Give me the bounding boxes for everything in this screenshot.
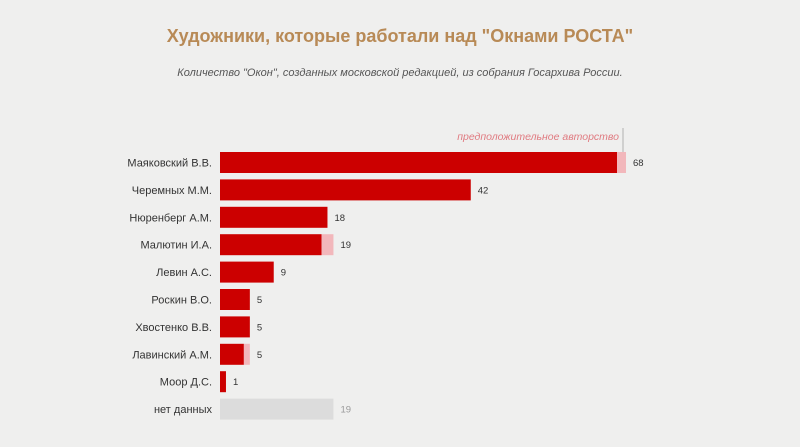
chart-subtitle: Количество "Окон", созданных московской … <box>177 67 623 79</box>
bar-confirmed <box>220 179 471 201</box>
category-label: Моор Д.С. <box>160 377 212 389</box>
bar-presumed <box>243 343 250 365</box>
bar-confirmed <box>220 234 322 256</box>
category-label: Малютин И.А. <box>141 240 213 252</box>
category-label: Левин А.С. <box>156 267 212 279</box>
bar-confirmed <box>220 343 244 365</box>
value-label: 5 <box>257 350 262 361</box>
value-label: 9 <box>281 268 286 279</box>
category-label: Нюренберг А.М. <box>129 212 212 224</box>
annotation-label: предположительное авторство <box>457 131 619 143</box>
category-label: Маяковский В.В. <box>127 158 212 170</box>
bar-confirmed <box>220 371 226 393</box>
category-label: Роскин В.О. <box>151 295 212 307</box>
value-label: 42 <box>478 185 489 196</box>
value-label: 1 <box>233 377 238 388</box>
bar-confirmed <box>220 316 250 338</box>
value-label: 18 <box>334 213 345 224</box>
bar-confirmed <box>220 152 618 173</box>
value-label: 5 <box>257 295 262 306</box>
bar-presumed <box>617 152 626 173</box>
value-label: 5 <box>257 322 262 333</box>
category-label: Хвостенко В.В. <box>135 322 212 334</box>
chart-title: Художники, которые работали над "Окнами … <box>166 26 634 46</box>
category-label: нет данных <box>154 404 213 416</box>
bar-confirmed <box>220 261 274 283</box>
category-label: Черемных М.М. <box>132 185 212 197</box>
bar-confirmed <box>220 206 328 228</box>
bar-nodata <box>220 398 334 420</box>
category-label: Лавинский А.М. <box>132 349 212 361</box>
bar-confirmed <box>220 289 250 310</box>
value-label: 19 <box>340 405 351 416</box>
bar-presumed <box>321 234 334 256</box>
value-label: 19 <box>340 240 351 251</box>
value-label: 68 <box>633 158 644 169</box>
